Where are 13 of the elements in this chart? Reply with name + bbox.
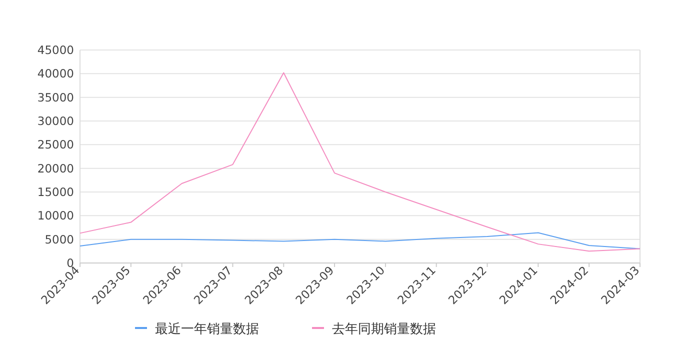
y-tick-label: 30000: [37, 114, 74, 128]
y-tick-label: 10000: [37, 208, 74, 223]
y-tick-label: 20000: [37, 161, 74, 176]
y-tick-label: 35000: [37, 90, 74, 104]
line-series: [80, 72, 640, 252]
line-series: [80, 232, 640, 250]
legend-label: 最近一年销量数据: [155, 322, 259, 337]
y-tick-label: 25000: [37, 138, 74, 152]
y-tick-label: 40000: [37, 66, 74, 81]
legend-label: 去年同期销量数据: [332, 322, 436, 337]
y-tick-label: 15000: [37, 185, 74, 199]
y-tick-label: 45000: [37, 43, 74, 57]
y-tick-label: 5000: [44, 232, 74, 246]
